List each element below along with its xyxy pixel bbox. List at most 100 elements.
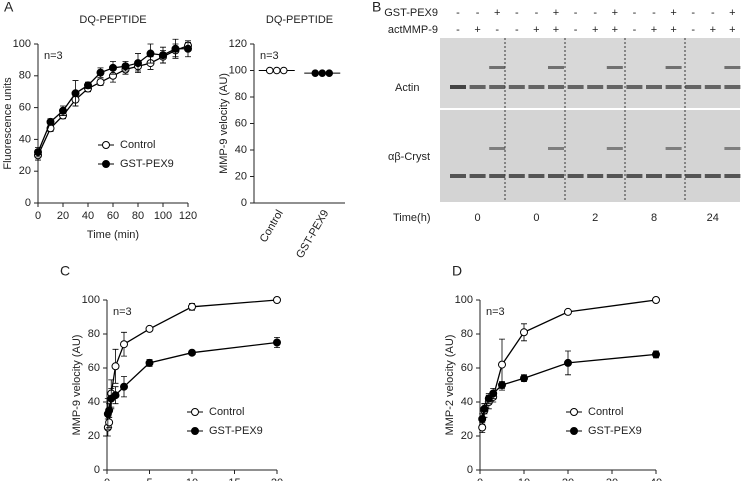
- x-tick-label: 0: [104, 477, 110, 481]
- x-tick-label: 10: [186, 477, 198, 481]
- gel-cryst: [440, 110, 740, 202]
- y-tick-label: 80: [235, 91, 247, 103]
- marker: [145, 358, 154, 367]
- marker: [120, 340, 128, 349]
- x-tick-label: 80: [132, 210, 144, 222]
- y-tick-label: 0: [25, 197, 31, 209]
- band: [587, 85, 604, 89]
- y-tick-label: 20: [88, 430, 100, 442]
- legend-marker: [191, 408, 199, 416]
- y-tick-label: 20: [19, 165, 31, 177]
- band: [665, 66, 682, 69]
- legend-marker: [102, 160, 110, 168]
- time-label: Time(h): [393, 212, 430, 224]
- y-tick-label: 80: [19, 70, 31, 82]
- x-tick-label: 100: [154, 210, 172, 222]
- time: 2: [592, 212, 598, 224]
- marker: [96, 68, 105, 77]
- marker: [489, 389, 498, 398]
- band: [626, 174, 643, 178]
- row-label: actMMP-9: [388, 24, 438, 36]
- sign: +: [553, 7, 559, 19]
- y-tick-label: 20: [235, 170, 247, 182]
- marker: [111, 362, 120, 371]
- band: [548, 66, 564, 69]
- sign: +: [494, 7, 500, 19]
- sign: +: [710, 24, 716, 36]
- y-axis-label: MMP-2 velocity (AU): [444, 335, 456, 436]
- dot: [311, 69, 320, 77]
- band: [528, 174, 545, 178]
- y-axis-label: MMP-9 velocity (AU): [71, 335, 83, 436]
- band: [450, 174, 466, 178]
- y-tick-label: 40: [235, 144, 247, 156]
- annotation: n=3: [486, 306, 505, 318]
- marker: [564, 358, 572, 367]
- band: [704, 174, 721, 178]
- legend-marker: [570, 427, 578, 435]
- y-tick-label: 100: [229, 64, 247, 76]
- dot: [272, 66, 281, 75]
- band: [587, 174, 604, 178]
- band: [724, 174, 741, 178]
- y-axis-label: Fluorescence units: [2, 77, 14, 170]
- legend-label: GST-PEX9: [588, 425, 642, 437]
- legend-label: GST-PEX9: [209, 425, 263, 437]
- sign: -: [495, 24, 499, 36]
- y-tick-label: 80: [88, 328, 100, 340]
- y-tick-label: 60: [88, 362, 100, 374]
- band: [528, 85, 545, 89]
- y-tick-label: 40: [461, 396, 473, 408]
- y-tick-label: 100: [13, 38, 31, 50]
- marker: [145, 324, 154, 333]
- marker: [520, 328, 528, 337]
- legend-marker: [191, 427, 199, 435]
- x-tick-label: 40: [650, 477, 662, 481]
- time: 8: [651, 212, 657, 224]
- band: [606, 147, 623, 150]
- band: [567, 85, 584, 89]
- marker: [159, 51, 167, 60]
- marker: [520, 374, 528, 383]
- x-tick-label: 60: [107, 210, 119, 222]
- time: 24: [707, 212, 719, 224]
- sign: +: [670, 24, 676, 36]
- time: 0: [475, 212, 481, 224]
- sign: +: [729, 7, 735, 19]
- band: [606, 174, 623, 178]
- legend-marker: [570, 408, 578, 416]
- sign: +: [612, 24, 618, 36]
- band: [508, 85, 525, 89]
- band: [704, 85, 721, 89]
- x-label-part: Time (min): [87, 229, 139, 241]
- sign: -: [574, 7, 578, 19]
- y-tick-label: 60: [19, 102, 31, 114]
- marker: [273, 338, 281, 347]
- band: [548, 174, 564, 178]
- x-tick-label: Control: [258, 208, 286, 245]
- band: [508, 174, 525, 178]
- marker: [498, 360, 506, 369]
- band: [489, 174, 506, 178]
- band: [665, 147, 682, 150]
- marker: [184, 44, 192, 53]
- sign: +: [651, 24, 657, 36]
- sign: -: [593, 7, 597, 19]
- band: [489, 85, 506, 89]
- dot: [279, 66, 288, 75]
- marker: [478, 415, 487, 423]
- sign: +: [670, 7, 676, 19]
- dot: [325, 69, 334, 77]
- y-tick-label: 0: [94, 464, 100, 476]
- band: [724, 66, 741, 69]
- sign: -: [456, 24, 460, 36]
- band-label: Actin: [395, 82, 419, 94]
- sign: -: [456, 7, 460, 19]
- marker: [273, 296, 281, 304]
- x-tick-label: GST-PEX9: [294, 208, 331, 261]
- sign: -: [691, 7, 695, 19]
- legend-label: Control: [209, 406, 244, 418]
- y-tick-label: 120: [229, 38, 247, 50]
- annotation: n=3: [113, 306, 132, 318]
- panel-label: C: [60, 263, 70, 279]
